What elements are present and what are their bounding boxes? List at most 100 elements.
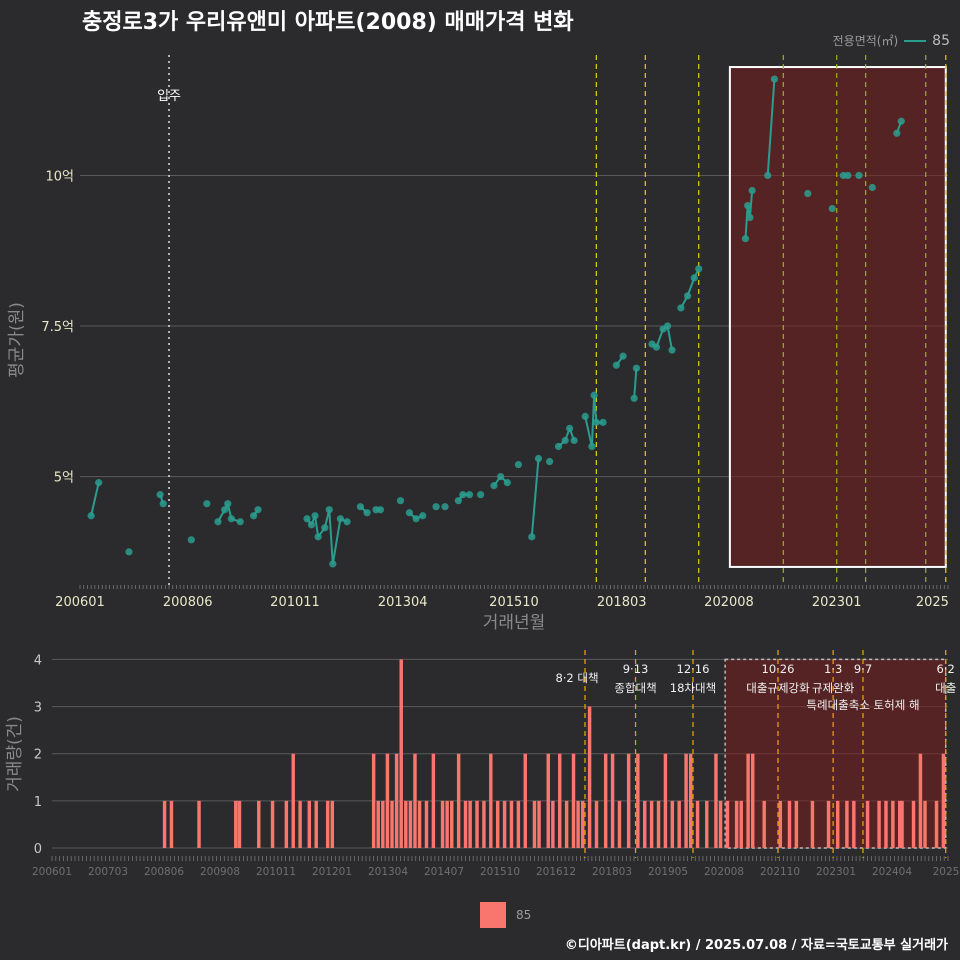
volume-bar [495,800,500,848]
volume-bar [750,753,755,848]
volume-bar [656,800,661,848]
volume-bar [688,753,693,848]
price-line-segment [766,79,776,176]
chart-title: 충정로3가 우리유앤미 아파트(2008) 매매가격 변화 [82,10,574,35]
price-point [454,497,462,505]
price-point [412,515,420,523]
legend-area: 전용면적(㎡) 85 [833,32,950,49]
price-point [804,189,812,198]
price-point [465,491,474,499]
price-point [554,442,563,451]
price-point [764,171,772,180]
volume-x-tick-label: 202008 [704,866,744,878]
volume-bar [845,800,849,848]
volume-bar [794,800,799,848]
volume-bar [399,659,403,848]
volume-bar [643,800,647,848]
price-line-segment [744,205,749,239]
volume-bar [663,753,668,848]
volume-x-tick-label: 201011 [256,866,296,878]
volume-x-tick-label: 202301 [816,866,856,878]
volume-y-tick-label: 0 [34,842,42,857]
x-tick-label: 201803 [597,595,647,610]
price-point [95,479,103,487]
price-point [227,515,235,523]
volume-bar [169,800,174,848]
volume-y-tick-label: 1 [34,795,42,810]
volume-bar [291,753,295,848]
price-line-segment [666,325,674,351]
volume-x-tick-label: 201407 [424,866,464,878]
y-tick-label: 7.5억 [41,320,74,335]
move-in-label: 입주 [157,89,181,104]
x-tick-label: 202301 [812,595,862,610]
highlight-box [728,66,947,568]
volume-y-tick-label: 3 [34,701,42,716]
volume-bar [440,800,445,848]
price-point [570,436,578,445]
volume-x-tick-label: 200601 [32,866,72,878]
price-point [441,503,449,511]
legend-volume-value: 85 [516,908,532,922]
price-point [744,201,752,210]
volume-x-tick-label: 200703 [88,866,128,878]
x-tick-label: 202008 [704,595,754,610]
price-point [748,186,756,195]
x-axis-title: 거래년월 [483,613,546,633]
price-point [588,442,596,451]
y-tick-label: 10억 [45,169,74,184]
price-point [329,560,337,568]
price-point [828,204,836,213]
price-point [746,214,754,222]
price-point [590,391,598,399]
y-tick-label: 5억 [54,471,74,486]
volume-x-tick-label: 202110 [760,866,800,878]
volume-x-tick-label: 200806 [144,866,184,878]
volume-y-tick-label: 4 [34,653,42,668]
price-line-segment [584,416,593,447]
policy-name-label: 종합대책 [614,681,656,695]
price-line-segment [331,518,342,565]
volume-x-tick-label: 201304 [368,866,408,878]
price-point [632,364,641,372]
policy-date-label: 9·7 [854,662,872,676]
volume-bar [746,753,750,848]
volume-bar [705,800,709,848]
volume-bar [381,800,385,848]
policy-name-label: 규제완화 [812,681,855,695]
policy-date-label: 9·13 [623,662,649,676]
price-point [668,346,676,354]
volume-bar [636,753,640,848]
volume-bar [884,800,888,848]
volume-bar [475,800,479,848]
volume-bar [684,753,688,848]
volume-x-tick-label: 201612 [536,866,576,878]
price-point [770,75,779,83]
price-line-segment [748,190,754,218]
volume-bar [537,800,541,848]
volume-bar [270,800,275,848]
volume-bar [390,800,394,848]
price-line-segment [633,368,638,399]
price-point [311,512,319,520]
price-point [396,497,405,505]
price-point [321,524,329,532]
volume-bar [580,800,585,848]
price-point [125,548,133,556]
volume-bar [695,800,700,848]
price-point [612,361,620,369]
volume-bar [307,800,312,848]
price-line-segment [593,395,598,423]
volume-bar [891,800,895,848]
price-point [695,265,703,273]
price-point [459,491,467,499]
price-point [741,235,750,243]
x-tick-label: 201510 [489,595,539,610]
volume-bar [404,800,408,848]
price-point [87,512,95,520]
price-point [528,533,536,541]
volume-bar [284,800,289,848]
volume-y-axis-title: 거래량(건) [5,716,25,792]
volume-bar [564,800,569,848]
